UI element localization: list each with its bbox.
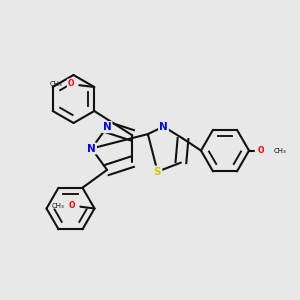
Text: S: S — [154, 167, 161, 177]
Text: N: N — [87, 143, 96, 154]
Text: N: N — [159, 122, 168, 132]
Text: CH₃: CH₃ — [273, 148, 286, 154]
Text: CH₃: CH₃ — [50, 81, 63, 87]
Text: O: O — [68, 80, 74, 88]
Text: O: O — [258, 146, 264, 155]
Text: CH₃: CH₃ — [51, 202, 64, 208]
Text: N: N — [103, 122, 111, 132]
Text: O: O — [69, 201, 75, 210]
